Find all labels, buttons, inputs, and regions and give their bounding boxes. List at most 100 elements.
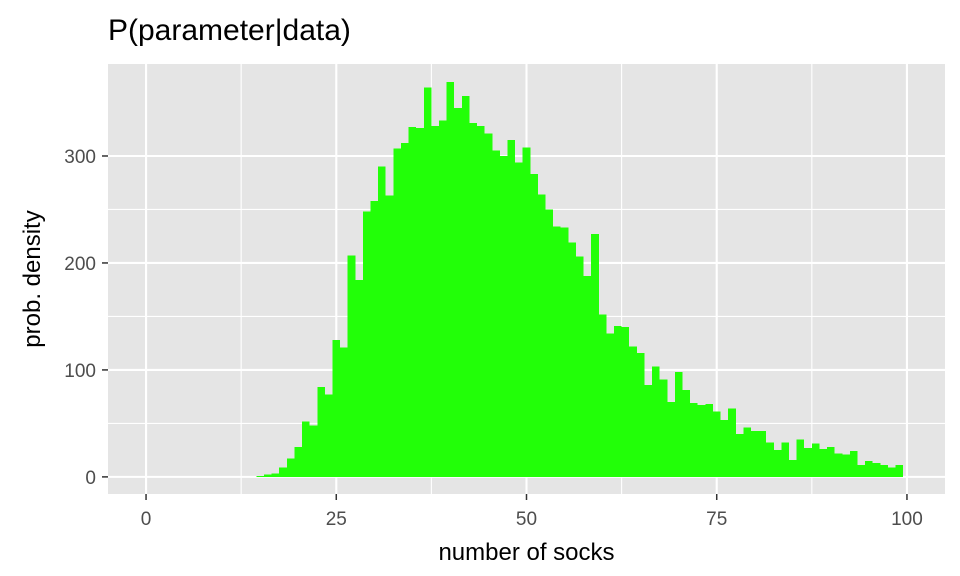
histogram-bar <box>720 420 729 477</box>
histogram-bar <box>880 465 888 477</box>
histogram-bar <box>271 473 280 477</box>
x-axis-title: number of socks <box>438 539 614 566</box>
histogram-bar <box>614 326 622 477</box>
histogram-bar <box>690 403 698 477</box>
x-axis: 0 25 50 75 100 <box>141 494 923 530</box>
histogram-bar <box>773 450 782 477</box>
histogram-bar <box>849 451 858 477</box>
histogram-bar <box>758 430 767 477</box>
x-tick-label: 25 <box>326 509 347 530</box>
histogram-bar <box>438 120 447 477</box>
histogram-bar <box>477 126 485 477</box>
histogram-bar <box>347 255 356 477</box>
histogram-bar <box>279 467 287 477</box>
histogram-bar <box>789 459 797 477</box>
histogram-bar <box>735 434 744 477</box>
histogram-bar <box>393 148 401 477</box>
x-tick-label: 0 <box>141 509 152 530</box>
histogram-bar <box>469 122 478 477</box>
histogram-bar <box>674 372 683 477</box>
histogram-bar <box>522 147 531 477</box>
histogram-bar <box>378 166 386 477</box>
histogram-bar <box>340 347 348 477</box>
histogram-bar <box>834 453 843 477</box>
histogram-bar <box>423 87 432 477</box>
histogram-bar <box>583 275 592 477</box>
histogram-bar <box>568 242 576 477</box>
histogram-bar <box>286 458 295 477</box>
histogram-bar <box>355 280 363 477</box>
histogram-bar <box>606 333 615 477</box>
x-tick-label: 75 <box>706 509 727 530</box>
y-tick-label: 0 <box>85 468 96 489</box>
histogram-bar <box>332 339 341 477</box>
y-axis-title: prob. density <box>19 210 46 347</box>
histogram-bar <box>781 442 790 477</box>
histogram-bar <box>560 227 569 477</box>
histogram-bar <box>621 327 630 477</box>
histogram-bar <box>416 128 424 477</box>
x-tick-label: 50 <box>516 509 537 530</box>
histogram-bar <box>811 443 820 477</box>
histogram-bar <box>705 404 713 477</box>
histogram-bar <box>644 384 653 477</box>
histogram-bar <box>530 174 538 477</box>
histogram-bar <box>515 162 523 477</box>
histogram-bar <box>766 442 774 477</box>
histogram-bar <box>712 411 721 477</box>
histogram-bar <box>537 194 546 477</box>
histogram-bar <box>750 430 759 477</box>
histogram-bar <box>887 467 896 477</box>
histogram-bar <box>629 346 637 477</box>
y-axis: 0 100 200 300 <box>64 147 108 489</box>
histogram-bar <box>697 405 706 477</box>
histogram-bars <box>256 82 904 477</box>
histogram-bar <box>499 155 508 477</box>
histogram-bar <box>636 352 645 477</box>
histogram-bar <box>728 408 736 477</box>
histogram-bar <box>682 390 691 477</box>
histogram-bar <box>446 82 455 477</box>
histogram-bar <box>408 127 417 477</box>
histogram-bar <box>370 200 379 477</box>
histogram-bar <box>256 475 264 477</box>
histogram-bar <box>743 427 751 477</box>
histogram-bar <box>895 465 904 477</box>
histogram-bar <box>598 314 607 477</box>
histogram-bar <box>454 107 462 477</box>
histogram-bar <box>804 448 812 477</box>
histogram-bar <box>263 474 272 477</box>
histogram-bar <box>400 143 409 477</box>
histogram-bar <box>484 133 493 477</box>
y-tick-label: 200 <box>64 254 96 275</box>
histogram-bar <box>324 394 333 477</box>
histogram-bar <box>553 226 561 477</box>
chart-title: P(parameter|data) <box>108 14 351 47</box>
histogram-bar <box>507 139 516 477</box>
histogram-bar <box>309 425 318 477</box>
histogram-bar <box>302 421 310 477</box>
histogram-bar <box>842 454 850 477</box>
histogram-bar <box>294 446 303 477</box>
histogram-bar <box>362 211 371 477</box>
histogram-bar <box>317 387 325 477</box>
histogram-bar <box>872 462 881 477</box>
histogram-bar <box>659 379 668 477</box>
histogram-bar <box>865 460 873 477</box>
histogram-bar <box>461 96 470 477</box>
x-tick-label: 100 <box>891 509 923 530</box>
histogram-bar <box>591 234 599 477</box>
histogram-bar <box>819 449 828 477</box>
histogram-bar <box>545 209 554 477</box>
y-tick-label: 300 <box>64 147 96 168</box>
histogram-bar <box>827 446 835 477</box>
histogram-bar <box>857 465 866 477</box>
y-tick-label: 100 <box>64 361 96 382</box>
histogram-bar <box>492 150 500 477</box>
histogram-bar <box>431 126 439 477</box>
histogram-bar <box>667 402 675 477</box>
histogram-bar <box>652 366 660 477</box>
histogram-bar <box>575 256 584 477</box>
histogram-bar <box>796 439 805 477</box>
